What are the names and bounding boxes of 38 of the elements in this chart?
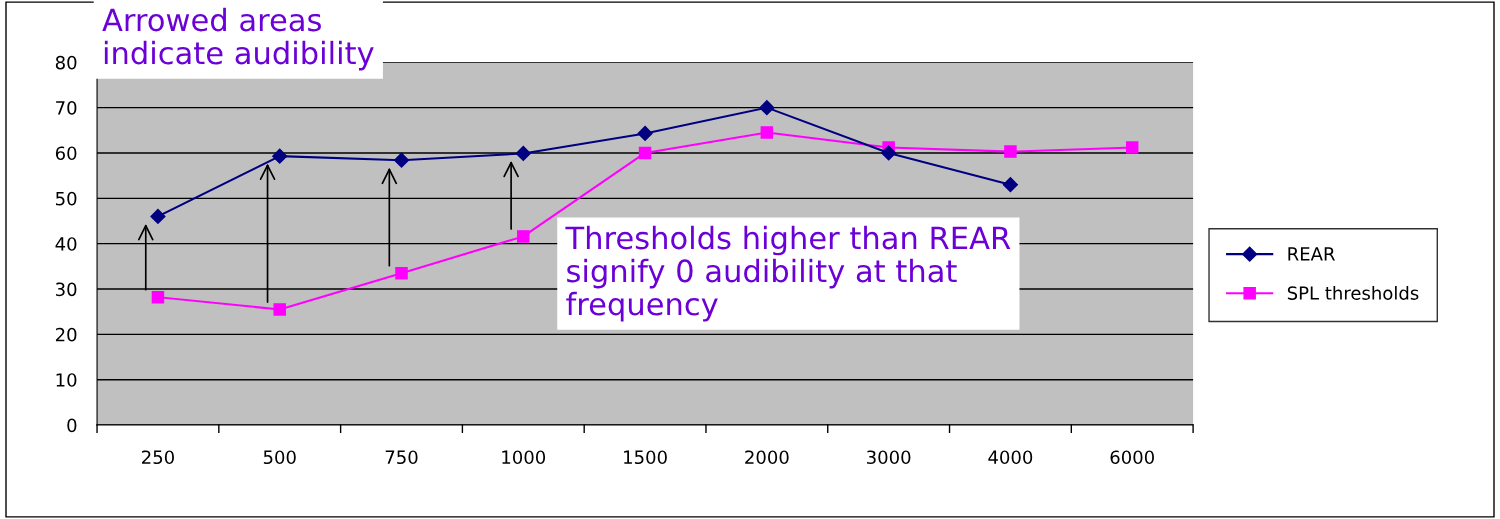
point	[395, 266, 408, 280]
point	[151, 290, 165, 304]
annotation: Arrowed areas indicate audibility	[102, 7, 374, 71]
x-tick-label: 1500	[624, 450, 667, 465]
legend-label: SPL thresholds	[1287, 285, 1419, 300]
point	[272, 148, 288, 164]
y-tick-label: 40	[55, 237, 77, 251]
x-tick-label: 1000	[502, 450, 546, 465]
y-tick-label: 60	[55, 146, 77, 161]
x-tick-label: 6000	[1110, 450, 1154, 465]
point	[150, 208, 166, 225]
point	[517, 230, 530, 243]
annotation: Thresholds higher than REAR signify 0 audibility at that frequency	[565, 225, 1011, 322]
point	[1004, 145, 1017, 158]
x-tick-label: 250	[142, 450, 174, 465]
point	[637, 125, 653, 142]
y-tick-label: 20	[55, 327, 77, 342]
y-tick-label: 10	[56, 373, 77, 387]
point	[393, 152, 410, 168]
point	[881, 145, 897, 161]
point	[273, 303, 286, 316]
x-tick-label: 4000	[988, 450, 1033, 465]
legend-label: REAR	[1288, 247, 1335, 261]
x-tick-label: 3000	[867, 450, 911, 465]
y-tick-label: 70	[56, 101, 77, 115]
point	[760, 126, 774, 139]
y-tick-label: 0	[67, 418, 77, 433]
point	[1002, 177, 1018, 193]
y-tick-label: 30	[56, 282, 77, 297]
y-tick-label: 80	[55, 55, 77, 70]
y-tick-label: 50	[56, 191, 77, 206]
point	[515, 145, 531, 161]
x-tick-label: 2000	[745, 450, 789, 465]
point	[759, 100, 775, 116]
point	[1125, 141, 1139, 154]
x-tick-label: 750	[385, 450, 418, 465]
x-tick-label: 500	[263, 450, 296, 465]
point	[638, 146, 652, 160]
